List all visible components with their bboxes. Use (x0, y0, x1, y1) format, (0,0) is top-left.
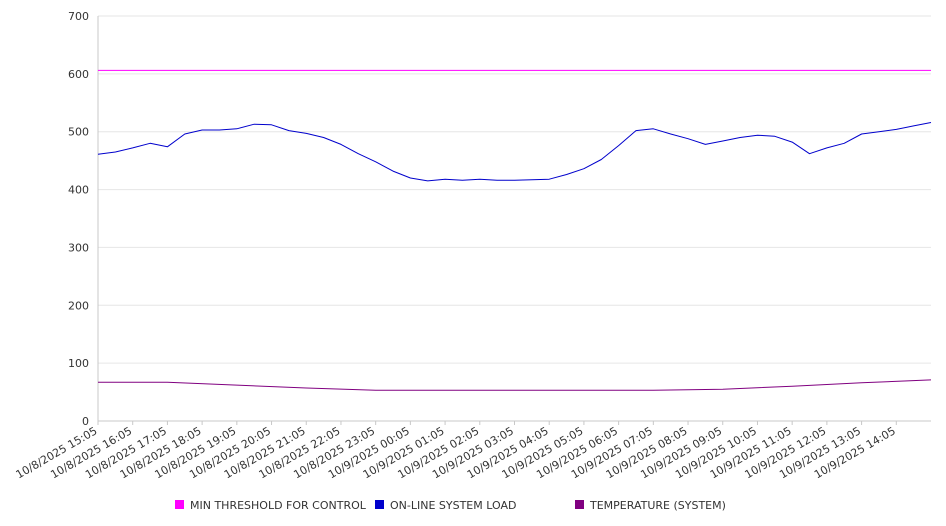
series-lines (97, 69, 932, 391)
legend-label: MIN THRESHOLD FOR CONTROL (190, 499, 367, 512)
legend-label: ON-LINE SYSTEM LOAD (390, 499, 516, 512)
series-line-1 (97, 122, 932, 182)
legend-label: TEMPERATURE (SYSTEM) (589, 499, 726, 512)
y-tick-label: 500 (68, 126, 89, 139)
legend-swatch (175, 500, 184, 509)
grid (98, 15, 931, 364)
legend: MIN THRESHOLD FOR CONTROL ON-LINE SYSTEM … (175, 499, 726, 512)
series-line-2 (98, 379, 932, 391)
y-tick-label: 700 (68, 10, 89, 23)
y-tick-label: 600 (68, 68, 89, 81)
y-tick-label: 0 (82, 415, 89, 428)
axes (97, 16, 931, 425)
y-tick-label: 100 (68, 357, 89, 370)
y-tick-label: 300 (68, 241, 89, 254)
y-tick-label: 400 (68, 184, 89, 197)
legend-swatch (575, 500, 584, 509)
legend-swatch (375, 500, 384, 509)
y-tick-label: 200 (68, 299, 89, 312)
y-tick-labels: 0 100 200 300 400 500 600 700 (68, 10, 89, 428)
